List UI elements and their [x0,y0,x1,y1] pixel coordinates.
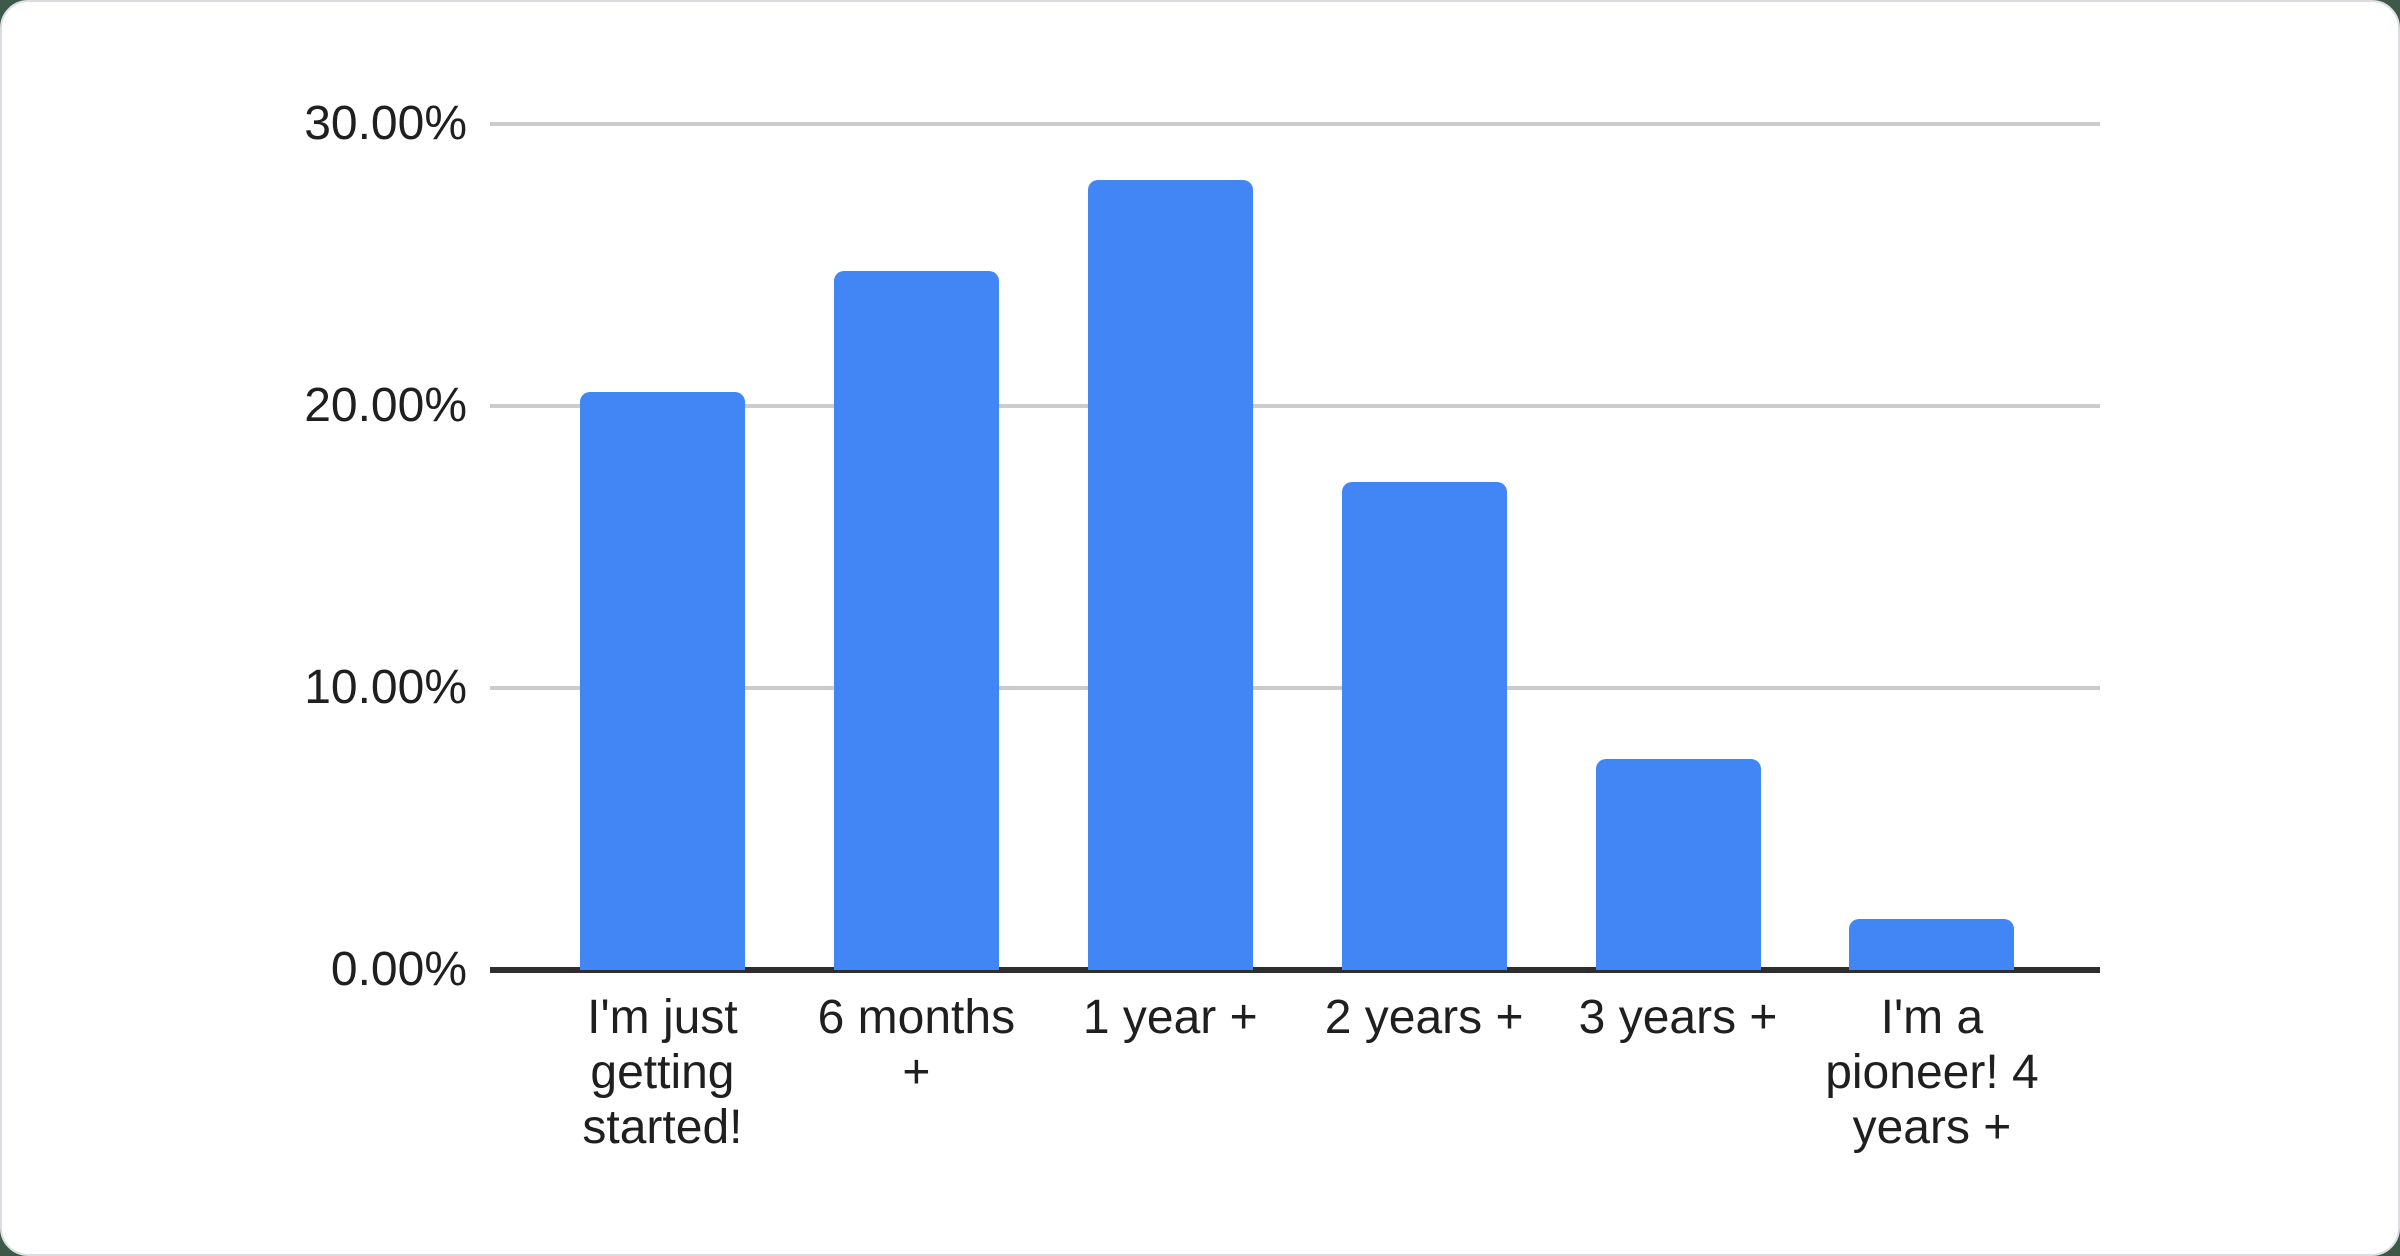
x-axis-category-label: I'm just getting started! [582,991,743,1154]
bar[interactable] [1849,919,2015,970]
gridline [490,404,2100,408]
bar[interactable] [1341,482,1507,970]
gridline [490,686,2100,690]
bar[interactable] [1087,180,1253,970]
y-axis-tick-label: 0.00% [330,943,467,996]
gridline [490,122,2100,126]
x-axis-category-label: 1 year + [1082,991,1258,1044]
y-axis-tick-label: 10.00% [304,661,467,714]
x-axis-category-label: 2 years + [1324,991,1524,1044]
x-axis-line [490,967,2100,973]
x-axis-category-label: 6 months + [817,991,1016,1099]
y-axis-tick-label: 30.00% [304,97,467,150]
x-axis-category-label: I'm a pioneer! 4 years + [1825,991,2039,1154]
bar[interactable] [579,391,745,970]
bar[interactable] [833,270,999,970]
x-axis-category-label: 3 years + [1578,991,1778,1044]
bar[interactable] [1595,758,1761,970]
y-axis-tick-label: 20.00% [304,379,467,432]
